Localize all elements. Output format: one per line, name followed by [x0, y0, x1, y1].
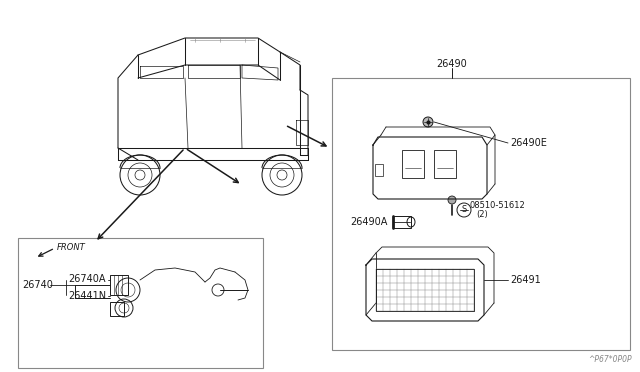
- Bar: [375, 164, 383, 176]
- Text: 26490A: 26490A: [350, 217, 387, 227]
- Text: 26490E: 26490E: [510, 138, 547, 148]
- Text: FRONT: FRONT: [57, 243, 86, 251]
- Circle shape: [423, 117, 433, 127]
- Text: S: S: [461, 205, 467, 215]
- Bar: [393, 216, 411, 228]
- Text: 08510-51612: 08510-51612: [470, 201, 525, 209]
- Bar: [434, 150, 456, 178]
- Bar: [332, 78, 630, 350]
- Bar: [110, 275, 128, 295]
- Bar: [110, 302, 124, 316]
- Bar: [18, 238, 263, 368]
- Text: 26490: 26490: [436, 59, 467, 69]
- Bar: [402, 150, 424, 178]
- Circle shape: [448, 196, 456, 204]
- Text: 26441N: 26441N: [68, 291, 106, 301]
- Text: (2): (2): [476, 211, 488, 219]
- Text: ^P67*0P0P: ^P67*0P0P: [588, 356, 632, 365]
- Text: 26740A: 26740A: [68, 274, 106, 284]
- Text: 26740: 26740: [22, 280, 53, 290]
- Text: 26491: 26491: [510, 275, 541, 285]
